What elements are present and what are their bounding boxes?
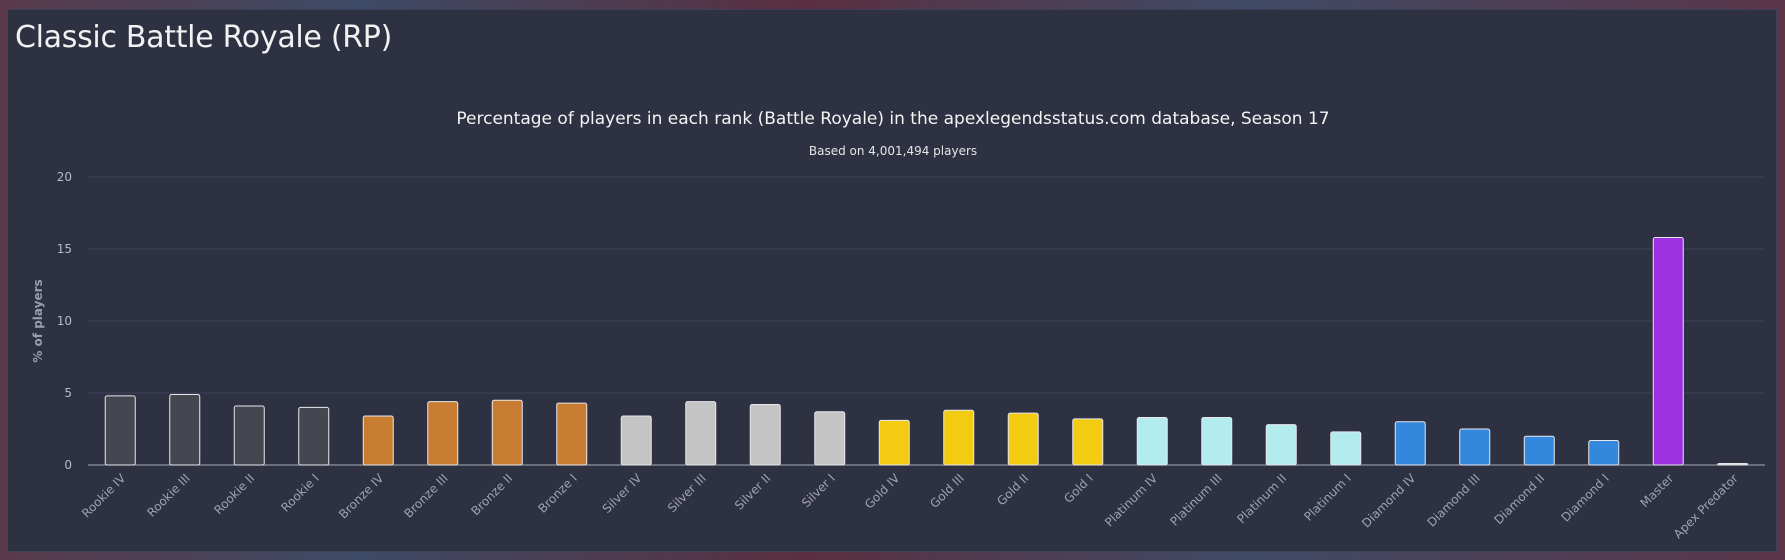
- bar-platinum-iii[interactable]: [1201, 416, 1233, 466]
- x-tick-label: Silver I: [799, 471, 838, 510]
- bar-diamond-iii[interactable]: [1459, 428, 1491, 466]
- y-axis-label: % of players: [31, 279, 45, 362]
- bar-silver-iii[interactable]: [685, 401, 717, 466]
- bar-gold-i[interactable]: [1072, 418, 1104, 466]
- x-tick-label: Platinum I: [1301, 471, 1353, 523]
- x-axis-ticks: Rookie IV Rookie III Rookie II Rookie I Bron…: [79, 471, 1741, 542]
- bar-silver-i[interactable]: [814, 411, 846, 466]
- bar-bronze-iii[interactable]: [427, 401, 459, 466]
- x-tick-label: Diamond IV: [1359, 471, 1419, 531]
- bar-rookie-iii[interactable]: [169, 393, 201, 466]
- x-tick-label: Rookie IV: [79, 471, 129, 521]
- x-tick-label: Bronze III: [401, 471, 450, 520]
- bar-bronze-i[interactable]: [556, 402, 588, 466]
- x-tick-label: Gold IV: [862, 471, 903, 512]
- x-tick-label: Gold II: [994, 471, 1031, 508]
- y-tick-label: 20: [57, 170, 72, 184]
- bar-gold-iii[interactable]: [943, 409, 975, 466]
- x-tick-label: Gold III: [927, 471, 967, 511]
- y-tick-label: 0: [64, 458, 72, 472]
- panel-title: Classic Battle Royale (RP): [15, 20, 392, 55]
- x-tick-label: Platinum IV: [1102, 471, 1161, 530]
- x-tick-label: Platinum II: [1234, 471, 1289, 526]
- x-tick-label: Diamond I: [1558, 471, 1611, 524]
- x-tick-label: Master: [1637, 471, 1676, 510]
- x-tick-label: Platinum III: [1167, 471, 1224, 528]
- gridlines: [88, 176, 1765, 466]
- x-tick-label: Bronze IV: [336, 471, 387, 522]
- bar-rookie-ii[interactable]: [233, 405, 265, 466]
- x-tick-label: Silver III: [665, 471, 709, 515]
- y-tick-label: 10: [57, 314, 72, 328]
- chart-title: Percentage of players in each rank (Batt…: [456, 109, 1329, 129]
- bar-platinum-i[interactable]: [1330, 431, 1362, 466]
- chart-subtitle: Based on 4,001,494 players: [809, 144, 977, 158]
- bar-diamond-iv[interactable]: [1394, 421, 1426, 466]
- y-tick-label: 5: [64, 386, 72, 400]
- x-tick-label: Silver II: [732, 471, 773, 512]
- bar-rookie-i[interactable]: [298, 406, 330, 466]
- bar-platinum-ii[interactable]: [1265, 424, 1297, 466]
- x-tick-label: Bronze II: [468, 471, 515, 518]
- y-tick-label: 15: [57, 242, 72, 256]
- x-tick-label: Diamond III: [1424, 471, 1482, 529]
- x-tick-label: Apex Predator: [1671, 471, 1741, 541]
- bar-apex-predator[interactable]: [1717, 463, 1749, 466]
- bar-bronze-iv[interactable]: [362, 415, 394, 466]
- x-tick-label: Rookie III: [144, 471, 193, 520]
- y-axis-ticks: 0 5 10 15 20: [57, 170, 72, 472]
- bar-bronze-ii[interactable]: [491, 399, 523, 466]
- bar-diamond-i[interactable]: [1588, 440, 1620, 466]
- bar-gold-iv[interactable]: [878, 419, 910, 466]
- x-tick-label: Bronze I: [535, 471, 579, 515]
- x-tick-label: Gold I: [1061, 471, 1096, 506]
- x-tick-label: Rookie I: [278, 471, 321, 514]
- bar-rookie-iv[interactable]: [104, 395, 136, 466]
- bar-silver-iv[interactable]: [620, 415, 652, 466]
- x-tick-label: Rookie II: [211, 471, 257, 517]
- bar-silver-ii[interactable]: [749, 404, 781, 466]
- bar-platinum-iv[interactable]: [1136, 416, 1168, 466]
- bar-gold-ii[interactable]: [1007, 412, 1039, 466]
- bars: [104, 236, 1749, 466]
- bar-diamond-ii[interactable]: [1523, 435, 1555, 466]
- bar-master[interactable]: [1652, 236, 1684, 466]
- x-tick-label: Silver IV: [600, 471, 645, 516]
- x-tick-label: Diamond II: [1491, 471, 1547, 527]
